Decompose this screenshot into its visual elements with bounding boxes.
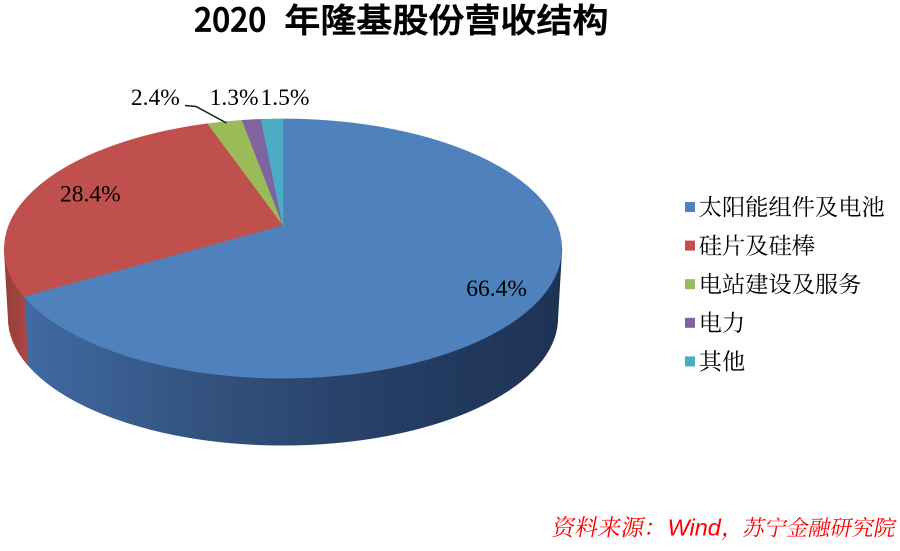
svg-text:2.4%: 2.4% bbox=[131, 85, 180, 111]
svg-text:28.4%: 28.4% bbox=[60, 182, 121, 208]
svg-text:66.4%: 66.4% bbox=[466, 276, 527, 302]
svg-text:1.3%: 1.3% bbox=[210, 85, 259, 111]
svg-text:Wind: Wind bbox=[668, 515, 722, 541]
svg-text:1.5%: 1.5% bbox=[261, 85, 310, 111]
